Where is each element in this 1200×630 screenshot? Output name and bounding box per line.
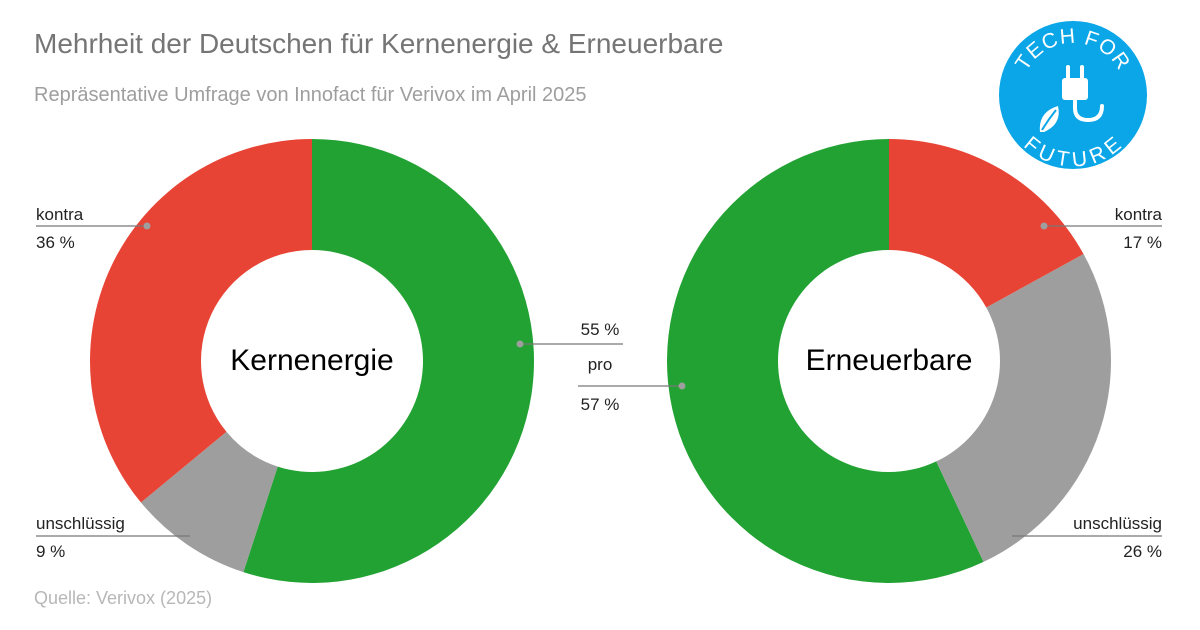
- donut-erneuerbare: [667, 139, 1111, 583]
- label-ern-unschluessig-name: unschlüssig: [1073, 514, 1162, 533]
- center-label-kernenergie: Kernenergie: [230, 344, 393, 377]
- label-erneuerbare-pro-value: 57 %: [581, 395, 620, 414]
- tech-for-future-logo: TECH FOR FUTURE: [999, 21, 1147, 170]
- ern-slice-pro: [667, 139, 984, 583]
- plug-icon: [1062, 65, 1104, 123]
- leader-dot-kern-kontra: [143, 222, 151, 230]
- chart-subtitle: Repräsentative Umfrage von Innofact für …: [34, 84, 587, 106]
- label-ern-unschluessig-value: 26 %: [1123, 542, 1162, 561]
- label-kern-pro-value: 55 %: [581, 320, 620, 339]
- kern-slice-unschluessig: [140, 431, 278, 573]
- kern-slice-pro: [243, 139, 535, 583]
- leader-dot-ern-kontra: [1040, 222, 1048, 230]
- label-pro-name: pro: [588, 355, 613, 374]
- center-label-erneuerbare: Erneuerbare: [806, 344, 973, 377]
- label-kern-kontra-name: kontra: [36, 205, 84, 224]
- leader-dot-ern-pro: [678, 382, 686, 390]
- leader-lines: [36, 222, 1162, 537]
- kern-slice-kontra: [90, 139, 312, 503]
- label-kern-unschluessig-name: unschlüssig: [36, 514, 125, 533]
- ern-slice-kontra: [889, 139, 1084, 308]
- label-ern-kontra-value: 17 %: [1123, 233, 1162, 252]
- source-note: Quelle: Verivox (2025): [34, 588, 213, 608]
- label-ern-kontra-name: kontra: [1115, 205, 1163, 224]
- label-kern-unschluessig-value: 9 %: [36, 542, 65, 561]
- label-kern-kontra-value: 36 %: [36, 233, 75, 252]
- leader-dot-kern-pro: [516, 340, 524, 348]
- chart-title: Mehrheit der Deutschen für Kernenergie &…: [34, 28, 724, 59]
- slice-labels: Kernenergie Erneuerbare kontra 36 % unsc…: [36, 205, 1163, 561]
- donut-kernenergie: [90, 139, 535, 583]
- leaf-icon: [1039, 106, 1059, 132]
- ern-slice-unschluessig: [936, 254, 1111, 562]
